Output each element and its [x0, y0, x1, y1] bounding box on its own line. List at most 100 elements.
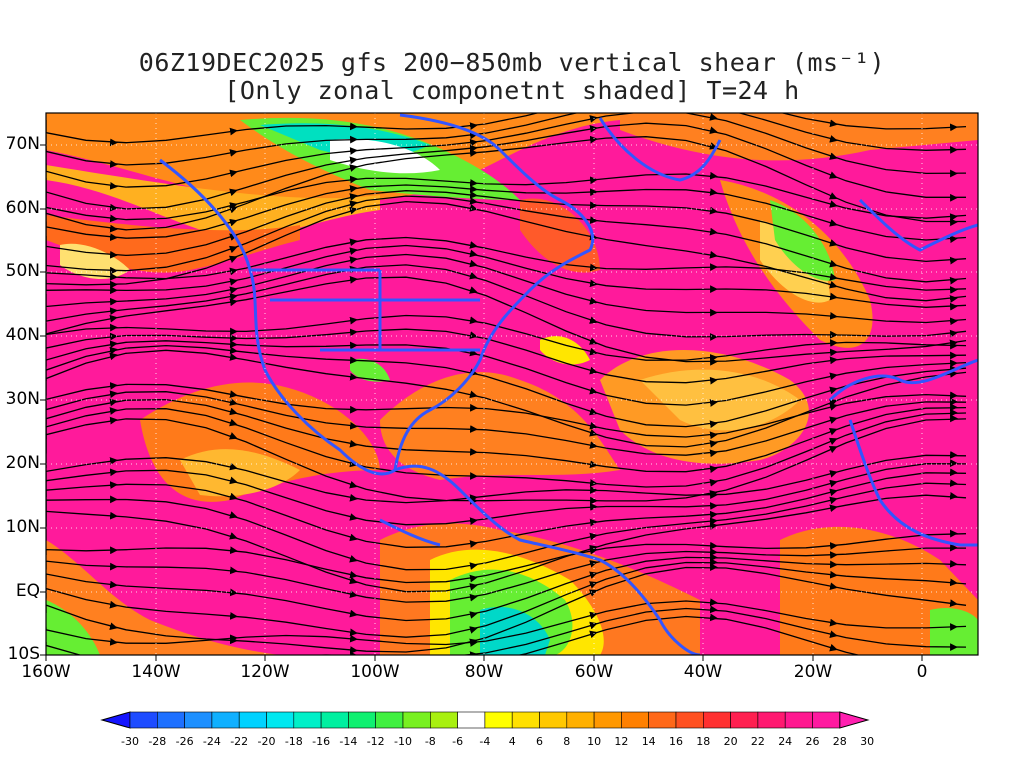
lon-label-0: 0 [916, 662, 928, 682]
streamline-arrow [709, 465, 718, 474]
streamline-arrow [469, 131, 478, 140]
colorbar-bin [184, 711, 213, 729]
streamline-arrow [469, 562, 478, 570]
streamline-arrow [109, 346, 118, 355]
streamline [46, 276, 967, 363]
coastlines [159, 113, 978, 655]
colorbar-label: 28 [833, 735, 847, 748]
colorbar-label: 8 [563, 735, 570, 748]
chart-title-line1: 06Z19DEC2025 gfs 200−850mb vertical shea… [138, 48, 886, 77]
colorbar-label: 26 [806, 735, 820, 748]
streamline-arrow [469, 138, 478, 147]
streamline-arrow [829, 292, 838, 301]
streamline-arrow [349, 164, 358, 172]
colorbar-bin [675, 711, 704, 729]
lon-label-80w: 80W [464, 662, 504, 682]
streamline-arrow [349, 533, 358, 542]
colorbar-label: -8 [425, 735, 436, 748]
streamline-arrow [949, 329, 958, 338]
streamline-arrow [349, 316, 358, 325]
streamline-arrow [589, 460, 598, 469]
streamline-arrow [469, 348, 478, 357]
streamline-arrow [469, 583, 478, 591]
streamline-arrow [828, 399, 838, 407]
streamline-arrow [349, 480, 358, 489]
colorbar-label: 18 [696, 735, 710, 748]
streamline-arrow [469, 271, 478, 280]
streamline-arrow [469, 494, 478, 502]
streamline-arrow [589, 386, 598, 395]
lon-label-120w: 120W [240, 662, 290, 682]
streamline-arrow [709, 420, 718, 429]
streamline-arrow [469, 204, 478, 212]
streamline-arrow [829, 356, 838, 365]
lat-label-50n: 50N [5, 261, 40, 281]
streamline [46, 561, 967, 638]
streamline-arrow [349, 372, 358, 381]
streamline-arrow [469, 241, 478, 249]
streamline-arrow [709, 449, 718, 458]
colorbar-bin [348, 711, 376, 729]
streamline [46, 482, 967, 571]
map-frame [45, 112, 979, 656]
streamline-arrow [589, 407, 598, 416]
colorbar-label: -28 [148, 735, 166, 748]
streamline-arrow [229, 462, 238, 471]
streamline-arrow [229, 278, 238, 286]
streamline-arrow [829, 618, 838, 627]
streamline-arrow [349, 247, 358, 255]
streamline-arrow [709, 431, 718, 440]
colorbar-bin [511, 711, 540, 729]
streamline [46, 236, 967, 291]
lon-label-100w: 100W [350, 662, 400, 682]
streamline-arrow [588, 337, 598, 345]
chart-title-line2: [Only zonal componetnt shaded] T=24 h [224, 76, 800, 105]
streamline-arrow [229, 346, 238, 355]
streamline-arrow [229, 492, 238, 501]
streamline-arrow [349, 206, 358, 215]
streamline-arrow [589, 366, 598, 375]
streamline-arrow [109, 352, 118, 361]
colorbar-label: 22 [751, 735, 765, 748]
streamline-arrow [469, 574, 478, 583]
streamline-arrow [109, 600, 118, 609]
streamline-arrow [349, 513, 358, 521]
colorbar-label: 4 [509, 735, 516, 748]
streamlines [46, 113, 967, 655]
streamline-arrow [949, 599, 958, 607]
streamline-arrow [229, 511, 238, 519]
streamline [46, 195, 967, 283]
streamline-arrow [829, 372, 838, 381]
colorbar-label: -18 [285, 735, 303, 748]
streamline-arrow [589, 611, 598, 620]
streamline-arrow [589, 532, 598, 541]
streamline-arrow [588, 581, 598, 589]
colorbar-bin [730, 711, 759, 729]
streamline-arrow [589, 518, 598, 527]
colorbar-bin [375, 711, 404, 729]
streamline-arrow [229, 149, 238, 157]
colorbar-label: -16 [312, 735, 330, 748]
colorbar-label: 16 [669, 735, 683, 748]
streamline-arrow [709, 376, 718, 385]
colorbar-bin [238, 711, 267, 729]
colorbar-bin [566, 711, 595, 729]
streamline-arrow [828, 192, 838, 200]
streamline-arrow [829, 470, 838, 478]
streamline-arrow [109, 407, 118, 415]
streamline-arrow [829, 416, 838, 424]
streamline-arrow [469, 390, 478, 399]
streamline-arrow [589, 297, 598, 305]
streamline-arrow [349, 156, 358, 165]
streamline [46, 244, 967, 308]
streamline-arrow [109, 314, 118, 323]
streamline-arrow [829, 259, 838, 268]
streamline-arrow [229, 127, 238, 136]
streamline-arrow [229, 188, 238, 197]
colorbar-bin [429, 711, 458, 729]
streamline [46, 547, 966, 603]
colorbar-bin [211, 711, 240, 729]
streamline-arrow [709, 142, 718, 150]
